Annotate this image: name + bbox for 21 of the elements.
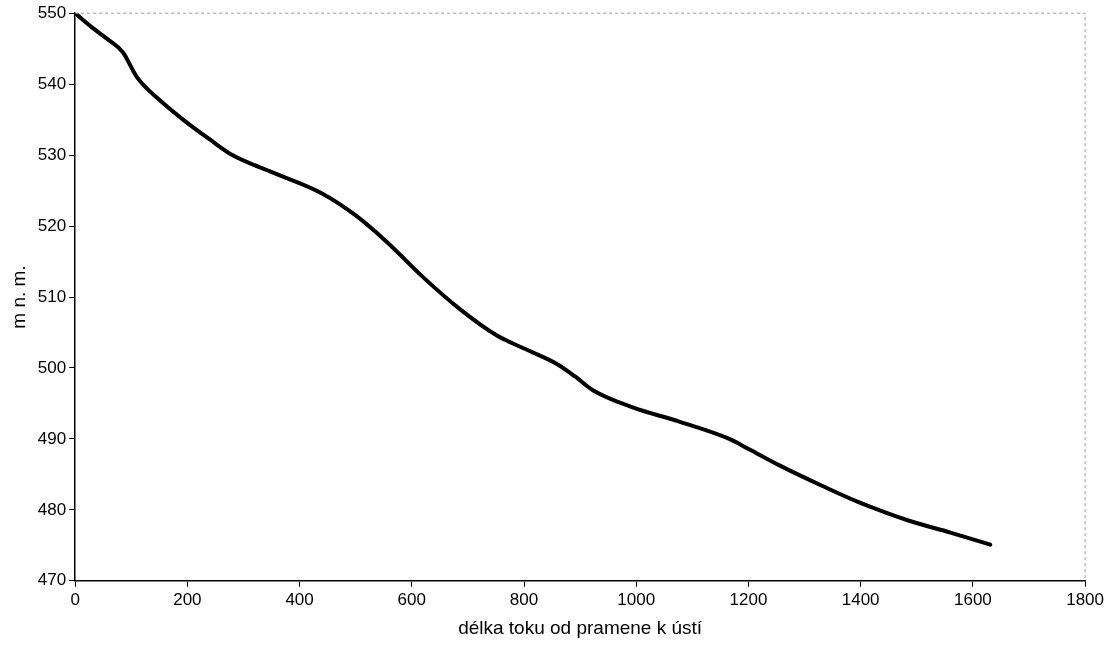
x-axis-title: délka toku od pramene k ústí xyxy=(458,616,703,638)
x-tick-label: 1000 xyxy=(617,589,656,609)
x-tick-label: 1400 xyxy=(841,589,880,609)
x-tick-label: 200 xyxy=(173,589,202,609)
y-tick-label: 470 xyxy=(37,570,67,590)
x-tick-label: 1600 xyxy=(953,589,992,609)
x-tick-label: 0 xyxy=(70,589,80,609)
y-tick-label: 540 xyxy=(37,73,67,93)
y-tick-label: 480 xyxy=(37,499,67,519)
x-tick-label: 600 xyxy=(397,589,426,609)
y-tick-label: 490 xyxy=(37,428,67,448)
y-tick-label: 550 xyxy=(37,2,67,22)
x-tick-label: 800 xyxy=(509,589,539,609)
x-tick-label: 1200 xyxy=(729,589,768,609)
x-tick-label: 400 xyxy=(285,589,314,609)
y-tick-label: 520 xyxy=(37,215,67,235)
x-tick-label: 1800 xyxy=(1066,589,1104,609)
y-tick-label: 500 xyxy=(37,357,67,377)
y-tick-label: 530 xyxy=(37,144,67,164)
y-tick-label: 510 xyxy=(37,286,67,306)
y-axis-title: m n. m. xyxy=(7,265,29,329)
